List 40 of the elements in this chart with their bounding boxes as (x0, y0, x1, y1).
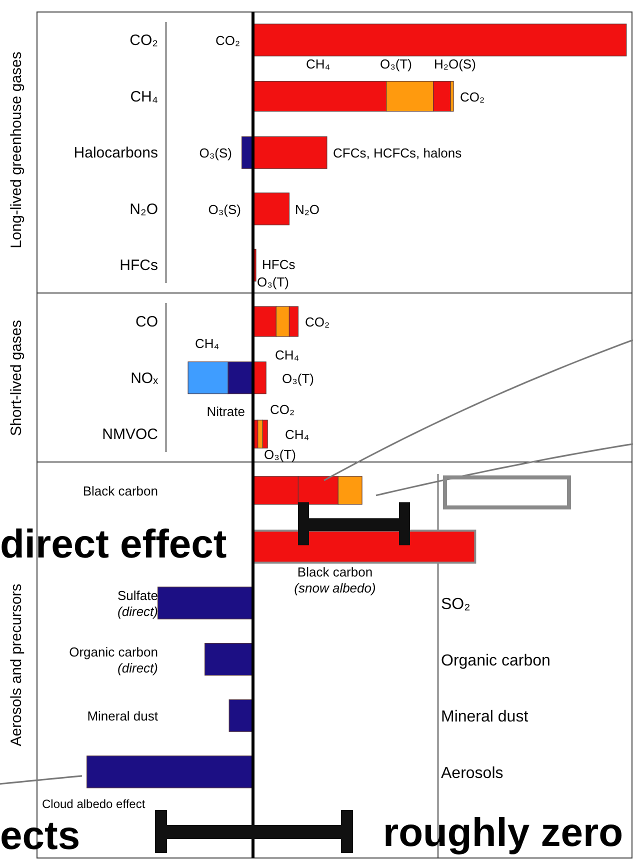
y-tick-label: Sulfate (direct) (118, 588, 158, 619)
annotation: CH₄ (274, 348, 300, 362)
annotation: CO₂ (305, 314, 330, 330)
text: Short-lived gases (8, 320, 25, 436)
annotation: O₃(S) (199, 146, 232, 161)
y-tick-label: NOₓ (130, 370, 158, 387)
annotation: Nitrate (206, 404, 245, 419)
annotation: CH₄ (194, 336, 220, 351)
annotation: HFCs (262, 257, 296, 272)
text: Aerosols and precursors (8, 584, 25, 746)
annotation: O₃(T) (257, 274, 290, 290)
annotation: O₃(T) (282, 370, 314, 386)
annotation: SO₂ (441, 596, 470, 613)
annotation: CO₂ (460, 89, 485, 104)
annotation: O₃(T) (380, 56, 412, 72)
y-tick-label: CO (136, 314, 158, 330)
annotation: Aerosols (441, 764, 504, 782)
y-tick-label: NMVOC (102, 426, 158, 444)
y-tick-label: Halocarbons (74, 144, 158, 162)
annotation: CFCs, HCFCs, halons (333, 146, 462, 161)
y-tick-label: N₂O (130, 200, 158, 218)
y-tick-label: Cloud albedo effect (42, 796, 146, 811)
annotation: CH₄ (285, 427, 310, 442)
annotation: Black carbon (snow albedo) (294, 564, 376, 596)
y-tick-label: CO₂ (130, 32, 158, 49)
y-tick-label: Black carbon (82, 483, 158, 498)
y-tick-label: CH₄ (130, 88, 158, 106)
y-tick-label: Mineral dust (87, 708, 158, 724)
text: Long-lived greenhouse gases (8, 52, 25, 248)
annotation: O₃(T) (264, 447, 296, 462)
annotation: CH₄ (306, 56, 330, 72)
annotation: N₂O (295, 202, 320, 217)
annotation: Organic carbon (441, 652, 550, 670)
y-tick-label: Organic carbon (direct) (69, 644, 158, 676)
annotation: CO₂ (215, 33, 240, 48)
annotation: O₃(S) (208, 202, 241, 217)
annotation: H₂O(S) (434, 56, 476, 72)
annotation: CO₂ (270, 402, 295, 418)
y-tick-label: HFCs (120, 257, 158, 274)
annotation: Mineral dust (441, 708, 529, 726)
